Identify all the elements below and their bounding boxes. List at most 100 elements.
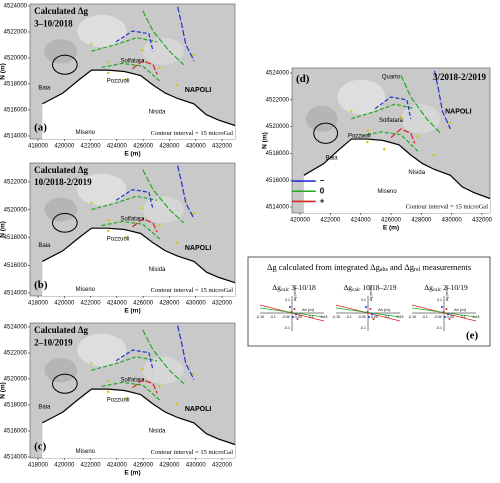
place-label: Miseno <box>76 287 96 293</box>
sea <box>42 389 235 458</box>
y-tick-label: 4522000 <box>4 30 28 36</box>
crater <box>77 173 127 206</box>
panel-tag: (d) <box>296 73 310 85</box>
y-tick-label: 4516000 <box>4 263 28 269</box>
y-axis-label: N (m) <box>0 63 7 80</box>
x-tick-label: -0.15 <box>408 315 416 319</box>
measure-point <box>368 316 370 318</box>
y-tick-label: -0.1 <box>360 326 366 330</box>
panel-period: 3–10/2018 <box>34 18 73 28</box>
contour-note: Contour interval = 15 microGal <box>406 204 489 211</box>
measure-point <box>296 318 299 320</box>
y-axis-label: N (m) <box>262 132 269 149</box>
plot-label: Δgcalc 2–10/19 <box>424 283 468 293</box>
x-tick-label: 0.05 <box>447 315 454 319</box>
place-label: Solfatara <box>120 216 145 222</box>
x-tick-label: 0.1 <box>385 315 390 319</box>
place-label: Baia <box>38 404 51 410</box>
x-tick-label: 432000 <box>472 218 493 224</box>
y-tick-label: 4524000 <box>4 4 28 10</box>
station <box>106 390 110 394</box>
place-label: Pozzuoli <box>107 79 130 85</box>
station <box>107 218 110 222</box>
x-tick-label: 428000 <box>159 144 180 150</box>
y-tick-label: 4524000 <box>266 71 290 77</box>
x-axis-label: Δh (m) <box>302 307 315 312</box>
measure-point <box>295 313 297 315</box>
x-axis-label: E (m) <box>124 308 140 315</box>
place-label: NAPOLI <box>445 108 472 115</box>
measure-point <box>447 313 449 315</box>
station <box>192 212 195 215</box>
coastline <box>42 69 236 127</box>
contour-line <box>142 10 185 66</box>
y-tick-label: 4518000 <box>266 151 290 157</box>
y-axis-label: N (m) <box>0 221 7 238</box>
panel-tag: (a) <box>34 122 47 134</box>
sea <box>42 228 235 296</box>
x-tick-label: 0.1 <box>309 315 314 319</box>
y-axis-label: Δg (mGal) <box>445 285 449 301</box>
station <box>106 229 110 233</box>
text-part: Δg <box>343 283 352 292</box>
x-tick-label: -0.15 <box>256 315 264 319</box>
x-tick-label: 430000 <box>442 218 463 224</box>
contour-line <box>400 75 441 134</box>
place-label: Nisida <box>149 429 166 435</box>
place-label: Solfatara <box>120 377 145 383</box>
contour-line <box>91 356 158 371</box>
x-tick-label: -0.05 <box>434 315 442 319</box>
x-tick-label: 432000 <box>212 301 233 307</box>
place-label: Miseno <box>76 449 96 455</box>
place-label: Baia <box>326 155 339 161</box>
x-tick-label: 426000 <box>381 218 402 224</box>
measure-point <box>366 311 369 313</box>
x-tick-label: 432000 <box>212 463 233 469</box>
contour-line <box>142 329 185 385</box>
contour-line <box>101 381 162 402</box>
x-tick-label: 424000 <box>107 463 128 469</box>
place-label: Nisida <box>149 267 166 273</box>
panel-period: 10/2018-2/2019 <box>34 177 92 187</box>
station <box>106 71 110 75</box>
y-tick-label: 4522000 <box>4 180 28 186</box>
contour-line <box>177 325 195 380</box>
contour-line <box>101 62 162 83</box>
text-part: 2–10/19 <box>441 283 468 292</box>
station <box>141 367 144 371</box>
place-label: Quarto <box>382 74 401 80</box>
panel-tag: (b) <box>34 279 48 291</box>
measure-point <box>372 318 375 320</box>
x-tick-label: 420000 <box>290 218 311 224</box>
panel-title: Calculated Δg <box>34 6 88 16</box>
x-tick-label: 426000 <box>133 144 154 150</box>
station <box>141 207 144 210</box>
x-tick-label: 418000 <box>28 301 49 307</box>
y-tick-label: 4524000 <box>4 325 28 331</box>
y-tick-label: 4514000 <box>4 134 28 140</box>
crater <box>400 104 441 134</box>
station <box>175 83 178 87</box>
contour-line <box>177 6 195 61</box>
x-axis-label: E (m) <box>124 470 140 477</box>
panel-title: Calculated Δg <box>34 325 88 335</box>
crater <box>142 356 184 384</box>
station <box>107 379 110 383</box>
y-tick-label: 4520000 <box>4 56 28 62</box>
x-tick-label: -0.1 <box>422 315 428 319</box>
y-tick-label: 4520000 <box>266 124 290 130</box>
x-tick-label: 422000 <box>81 301 102 307</box>
panel-e-frame <box>247 256 491 347</box>
text-part: 10/18–2/19 <box>360 283 396 292</box>
fit-line <box>259 304 325 322</box>
coastline <box>303 138 491 200</box>
station <box>415 134 419 138</box>
subscript: calc <box>281 287 290 293</box>
crater <box>142 37 184 65</box>
y-tick-label: 0.1 <box>361 298 366 302</box>
station <box>350 110 353 113</box>
x-tick-label: 0.15 <box>473 315 480 319</box>
x-tick-label: 422000 <box>81 463 102 469</box>
y-tick-label: 4516000 <box>4 108 28 114</box>
